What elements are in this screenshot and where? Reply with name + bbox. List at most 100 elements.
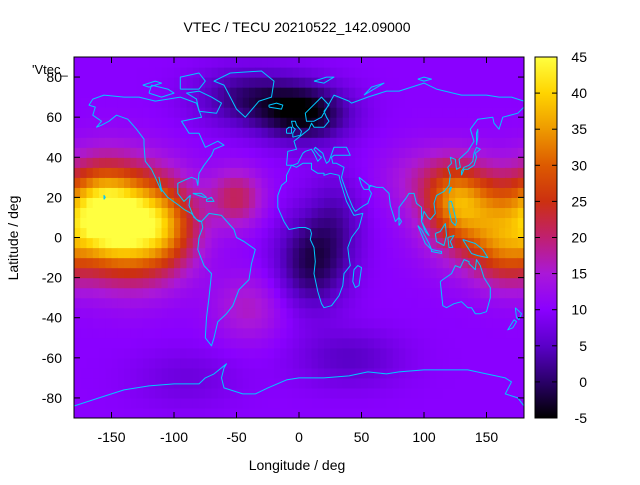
heatmap-cell [280,97,288,108]
heatmap-cell [274,157,281,168]
heatmap-cell [267,127,275,138]
heatmap-cell [411,177,419,188]
heatmap-cell [124,377,131,389]
heatmap-cell [374,197,381,209]
heatmap-cell [205,357,213,369]
heatmap-cell [299,57,306,68]
heatmap-cell [474,147,481,158]
heatmap-cell [424,67,431,78]
heatmap-cell [99,107,106,118]
heatmap-cell [449,247,456,259]
heatmap-cell [517,187,524,198]
heatmap-cell [355,267,363,279]
heatmap-cell [111,307,119,319]
heatmap-cell [311,147,319,158]
heatmap-cell [367,257,375,269]
heatmap-cell [224,387,231,399]
heatmap-cell [474,177,481,188]
heatmap-cell [80,297,88,309]
heatmap-cell [299,227,306,239]
heatmap-cell [305,127,313,138]
colorbar-tick-label: 25 [571,193,587,209]
heatmap-cell [461,377,469,389]
heatmap-cell [417,277,425,289]
heatmap-cell [149,147,156,158]
heatmap-cell [174,97,181,108]
heatmap-cell [399,67,406,78]
heatmap-cell [155,57,163,68]
heatmap-cell [374,117,381,128]
heatmap-cell [74,327,81,339]
heatmap-cell [155,287,163,299]
heatmap-cell [442,347,450,359]
heatmap-cell [405,357,413,369]
heatmap-cell [124,107,131,118]
heatmap-cell [92,117,100,128]
heatmap-cell [424,257,431,269]
heatmap-cell [517,227,524,239]
heatmap-cell [480,177,488,188]
heatmap-cell [399,257,406,269]
heatmap-cell [130,227,138,239]
heatmap-cell [180,57,188,68]
heatmap-cell [517,237,524,249]
heatmap-cell [417,157,425,168]
heatmap-cell [361,127,369,138]
heatmap-cell [255,327,263,339]
heatmap-cell [336,267,344,279]
heatmap-cell [299,387,306,399]
heatmap-cell [355,287,363,299]
heatmap-cell [380,337,388,349]
heatmap-cell [517,277,524,289]
heatmap-cell [242,197,250,209]
heatmap-cell [174,357,181,369]
heatmap-cell [149,117,156,128]
heatmap-cell [236,117,244,128]
heatmap-cell [467,327,475,339]
heatmap-cell [167,287,175,299]
heatmap-cell [467,87,475,98]
heatmap-cell [436,327,444,339]
heatmap-cell [317,227,325,239]
heatmap-cell [99,267,106,279]
heatmap-cell [136,57,144,68]
heatmap-cell [499,87,506,98]
heatmap-cell [105,237,113,249]
coastline-australia [439,259,491,315]
heatmap-cell [186,67,194,78]
heatmap-cell [511,97,519,108]
heatmap-cell [517,207,524,219]
heatmap-cell [180,237,188,249]
heatmap-cell [99,147,106,158]
heatmap-cell [455,257,463,269]
heatmap [74,57,524,418]
heatmap-cell [255,97,263,108]
x-tick-label: 0 [295,429,303,445]
heatmap-cell [161,317,169,329]
heatmap-cell [149,87,156,98]
heatmap-cell [411,217,419,229]
heatmap-cell [155,317,163,329]
heatmap-cell [130,217,138,229]
heatmap-cell [255,67,263,78]
heatmap-cell [224,147,231,158]
heatmap-cell [155,227,163,239]
heatmap-cell [336,257,344,269]
heatmap-cell [430,87,438,98]
heatmap-cell [192,127,200,138]
heatmap-cell [461,307,469,319]
heatmap-cell [474,327,481,339]
heatmap-cell [386,177,394,188]
heatmap-cell [417,387,425,399]
heatmap-cell [92,397,100,409]
heatmap-cell [517,317,524,329]
heatmap-cell [380,357,388,369]
heatmap-cell [386,187,394,198]
heatmap-cell [136,127,144,138]
heatmap-cell [330,137,338,148]
heatmap-cell [117,187,125,198]
heatmap-cell [336,317,344,329]
heatmap-cell [517,197,524,209]
heatmap-cell [405,147,413,158]
heatmap-cell [430,397,438,409]
